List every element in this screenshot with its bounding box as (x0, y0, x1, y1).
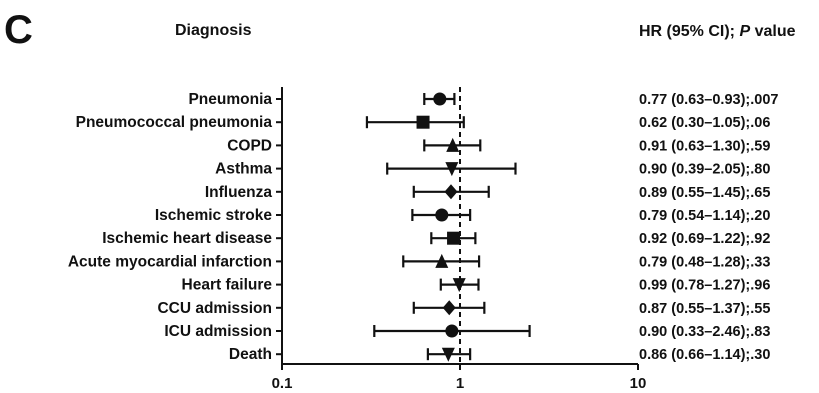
panel-letter: C (4, 8, 33, 52)
hr-marker-triangle-down (452, 278, 466, 293)
hr-header-p: P (739, 23, 751, 40)
hr-value-text: 0.89 (0.55–1.45);.65 (639, 185, 770, 201)
row-label: Death (229, 346, 272, 363)
row-label: Pneumonia (188, 91, 272, 108)
hr-header-prefix: HR (95% CI); (639, 23, 740, 40)
diagnosis-header: Diagnosis (175, 22, 252, 39)
hr-value-text: 0.77 (0.63–0.93);.007 (639, 92, 778, 108)
hr-marker-triangle-down (441, 347, 455, 362)
hr-value-text: 0.90 (0.39–2.05);.80 (639, 162, 770, 178)
x-tick-label: 1 (456, 375, 464, 392)
row-label: COPD (227, 137, 272, 154)
hr-value-text: 0.91 (0.63–1.30);.59 (639, 138, 770, 154)
row-label: CCU admission (157, 300, 272, 317)
hr-marker-circle (433, 92, 447, 106)
hr-value-text: 0.99 (0.78–1.27);.96 (639, 278, 770, 294)
row-label: Ischemic stroke (155, 207, 273, 224)
hr-marker-circle (445, 324, 459, 338)
hr-marker-diamond (442, 300, 456, 316)
row-label: Ischemic heart disease (102, 230, 272, 247)
hr-value-text: 0.86 (0.66–1.14);.30 (639, 347, 770, 363)
row-label: Asthma (215, 161, 272, 178)
x-tick-label: 0.1 (272, 375, 293, 392)
row-label: Acute myocardial infarction (68, 253, 272, 270)
hr-marker-square (416, 115, 430, 129)
x-tick-label: 10 (630, 375, 647, 392)
hr-value-text: 0.79 (0.48–1.28);.33 (639, 254, 770, 270)
hr-marker-triangle (435, 253, 449, 268)
hr-value-text: 0.79 (0.54–1.14);.20 (639, 208, 770, 224)
hr-value-text: 0.87 (0.55–1.37);.55 (639, 301, 770, 317)
hr-value-text: 0.92 (0.69–1.22);.92 (639, 231, 770, 247)
hr-header-suffix: value (750, 23, 796, 40)
row-label: Influenza (205, 184, 273, 201)
row-label: Heart failure (182, 277, 273, 294)
hr-value-text: 0.90 (0.33–2.46);.83 (639, 324, 770, 340)
hr-marker-triangle (446, 137, 460, 152)
hr-value-text: 0.62 (0.30–1.05);.06 (639, 115, 770, 131)
hr-marker-diamond (444, 184, 458, 200)
hr-header: HR (95% CI); P value (639, 24, 795, 40)
row-label: Pneumococcal pneumonia (76, 114, 273, 131)
hr-marker-square (447, 231, 461, 245)
row-label: ICU admission (164, 323, 272, 340)
hr-marker-triangle-down (445, 162, 459, 177)
hr-marker-circle (435, 208, 449, 222)
